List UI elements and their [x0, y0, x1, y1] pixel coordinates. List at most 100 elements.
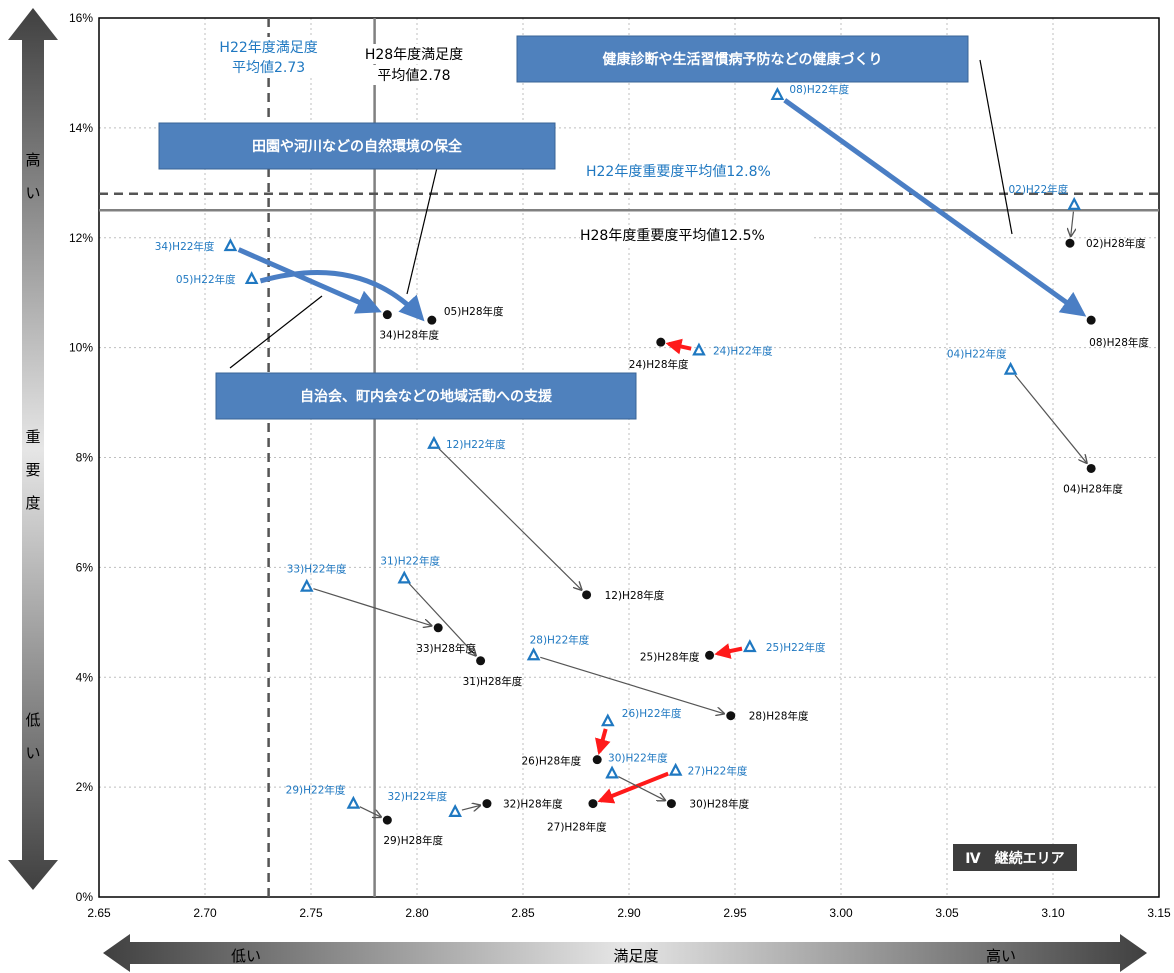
h22-label-24: 24)H22年度 — [713, 344, 773, 357]
h28-point-28 — [726, 711, 736, 721]
x-axis-high-word: 高い — [986, 947, 1016, 965]
h28-satisfaction-average-label-bg — [354, 44, 474, 64]
x-tick-label: 3.15 — [1147, 906, 1171, 920]
x-tick-label: 3.05 — [935, 906, 959, 920]
h22-label-04: 04)H22年度 — [947, 348, 1007, 361]
h22-point-04 — [1003, 361, 1018, 375]
h28-point-08 — [1086, 315, 1096, 325]
h22-point-29 — [346, 795, 361, 809]
y-axis-high-char: 高 — [25, 151, 40, 169]
change-arrow-12 — [438, 448, 582, 590]
plot-area-frame — [98, 17, 1160, 898]
h22-label-30: 30)H22年度 — [608, 751, 668, 764]
h22-label-33: 33)H22年度 — [287, 563, 347, 576]
h28-label-04: 04)H28年度 — [1063, 482, 1123, 495]
h28-point-32 — [482, 799, 492, 809]
change-arrow-34 — [237, 247, 382, 314]
x-tick-label: 2.70 — [193, 906, 217, 920]
h28-point-30 — [666, 799, 676, 809]
y-tick-label: 2% — [76, 780, 94, 794]
h28-label-34: 34)H28年度 — [379, 329, 439, 342]
h22-label-26: 26)H22年度 — [622, 707, 682, 720]
change-arrow-08 — [783, 98, 1087, 317]
change-arrow-05 — [259, 270, 425, 322]
h22-point-30 — [605, 765, 619, 779]
change-arrow-29 — [359, 806, 381, 817]
h28-label-28: 28)H28年度 — [749, 710, 809, 723]
x-tick-label: 2.65 — [87, 906, 111, 920]
change-arrows — [237, 98, 1087, 817]
h28-satisfaction-average-value-bg — [361, 65, 467, 85]
change-arrow-31 — [408, 583, 476, 655]
h28-label-12: 12)H28年度 — [605, 589, 665, 602]
h22-label-27: 27)H22年度 — [688, 765, 748, 778]
h28-point-33 — [433, 623, 443, 633]
x-tick-label: 2.80 — [405, 906, 429, 920]
callout-box — [215, 372, 637, 420]
h22-point-33 — [299, 578, 314, 592]
h28-label-27: 27)H28年度 — [547, 821, 607, 834]
h22-label-32: 32)H22年度 — [387, 790, 447, 803]
x-tick-labels: 2.65 2.70 2.75 2.80 2.85 2.90 2.95 3.00 3.05 3.10… — [87, 906, 1171, 920]
h28-label-05: 05)H28年度 — [444, 305, 504, 318]
y-axis-low-char: 低 — [25, 711, 40, 729]
h22-satisfaction-average-label: H22年度満足度 — [219, 40, 317, 56]
h28-point-29 — [382, 815, 392, 825]
change-arrow-33 — [313, 588, 431, 626]
h28-point-12 — [582, 590, 592, 600]
h28-label-24: 24)H28年度 — [629, 358, 689, 371]
h22-label-28: 28)H22年度 — [530, 633, 590, 646]
point-labels: 02)H22年度 02)H28年度 04)H22年度 04)H28年度 05)H22年度… — [155, 83, 1150, 847]
y-axis-label-char: 度 — [25, 494, 40, 512]
y-tick-labels: 0% 2% 4% 6% 8% 10% 12% 14% 16% — [69, 11, 93, 904]
callout-box — [158, 122, 556, 170]
y-axis-low-char: い — [25, 744, 40, 762]
h28-importance-average-label-bg — [580, 225, 812, 245]
h22-label-02: 02)H22年度 — [1008, 183, 1068, 196]
h28-label-33: 33)H28年度 — [416, 642, 476, 655]
change-arrow-28 — [540, 656, 724, 713]
change-arrow-27 — [597, 771, 669, 804]
h22-point-08 — [770, 87, 785, 101]
h28-satisfaction-average-value: 平均値2.78 — [377, 68, 450, 84]
y-axis-gradient-arrow — [8, 8, 58, 890]
y-axis-label-char: 要 — [25, 461, 40, 479]
x-tick-label: 2.90 — [617, 906, 641, 920]
y-axis-label-char: 重 — [25, 428, 40, 446]
change-arrow-26 — [595, 728, 611, 756]
h22-label-31: 31)H22年度 — [380, 554, 440, 567]
h22-label-12: 12)H22年度 — [446, 438, 506, 451]
x-tick-label: 3.10 — [1041, 906, 1065, 920]
h28-point-02 — [1065, 238, 1075, 248]
h22-importance-average-label-bg — [586, 161, 818, 181]
callout-text: 田園や河川などの自然環境の保全 — [252, 138, 463, 155]
y-tick-label: 16% — [69, 11, 93, 25]
y-tick-label: 8% — [76, 451, 94, 465]
h22-point-26 — [600, 713, 615, 727]
h28-label-31: 31)H28年度 — [463, 675, 523, 688]
h22-point-25 — [743, 639, 757, 653]
x-tick-label: 2.95 — [723, 906, 747, 920]
h22-point-32 — [448, 803, 462, 817]
x-tick-label: 3.00 — [829, 906, 853, 920]
callout-leader-lines — [229, 59, 1013, 369]
h28-point-25 — [705, 650, 715, 660]
h28-label-30: 30)H28年度 — [689, 798, 749, 811]
h28-point-27 — [588, 799, 598, 809]
h22-satisfaction-average-value: 平均値2.73 — [232, 60, 305, 76]
change-arrow-32 — [461, 805, 480, 810]
change-arrow-30 — [618, 776, 665, 801]
callout-text: 健康診断や生活習慣病予防などの健康づくり — [603, 51, 883, 68]
h22-importance-average-label: H22年度重要度平均値12.8% — [586, 164, 771, 180]
callout-leader-line — [406, 154, 441, 295]
x-axis-label: 満足度 — [613, 947, 658, 965]
x-axis-gradient-arrow — [103, 934, 1147, 972]
y-tick-label: 10% — [69, 341, 93, 355]
change-arrow-02 — [1071, 211, 1074, 237]
x-tick-label: 2.75 — [299, 906, 323, 920]
h22-satisfaction-average-value-bg — [215, 57, 322, 77]
h28-point-34 — [382, 310, 392, 320]
